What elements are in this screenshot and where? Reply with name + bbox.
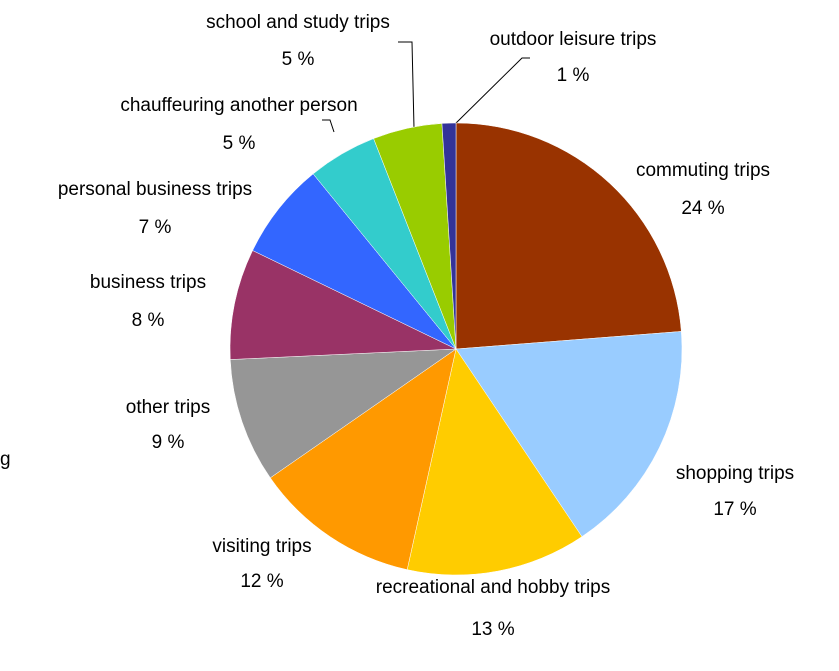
slice-label: recreational and hobby trips: [376, 577, 610, 598]
slice-label: commuting trips: [636, 160, 770, 181]
slice-label: visiting trips: [212, 536, 311, 557]
leader-line: [398, 41, 415, 129]
pie-slice: [441, 122, 457, 350]
leader-line: [322, 119, 335, 133]
slice-label: personal business trips: [58, 179, 252, 200]
value-label: 12 %: [240, 571, 283, 592]
leader-line: [451, 57, 530, 128]
annotation: g: [0, 449, 11, 470]
slice-label: business trips: [90, 272, 206, 293]
pie-slice: [229, 348, 457, 479]
value-label: 13 %: [471, 619, 514, 640]
value-label: 7 %: [139, 217, 172, 238]
slice-label: school and study trips: [206, 12, 390, 33]
value-label: 5 %: [223, 133, 256, 154]
pie-slice: [406, 348, 583, 576]
pie-slice: [229, 250, 457, 360]
value-label: 24 %: [681, 198, 724, 219]
slice-label: other trips: [126, 397, 210, 418]
value-label: 1 %: [557, 65, 590, 86]
pie-slice: [455, 331, 683, 538]
pie-slice: [455, 122, 682, 350]
pie-slice: [269, 348, 457, 570]
value-label: 8 %: [132, 310, 165, 331]
value-label: 17 %: [713, 499, 756, 520]
value-label: 9 %: [152, 432, 185, 453]
slice-label: outdoor leisure trips: [490, 29, 657, 50]
value-label: 5 %: [282, 49, 315, 70]
slice-label: chauffeuring another person: [120, 95, 357, 116]
slice-label: shopping trips: [676, 463, 794, 484]
